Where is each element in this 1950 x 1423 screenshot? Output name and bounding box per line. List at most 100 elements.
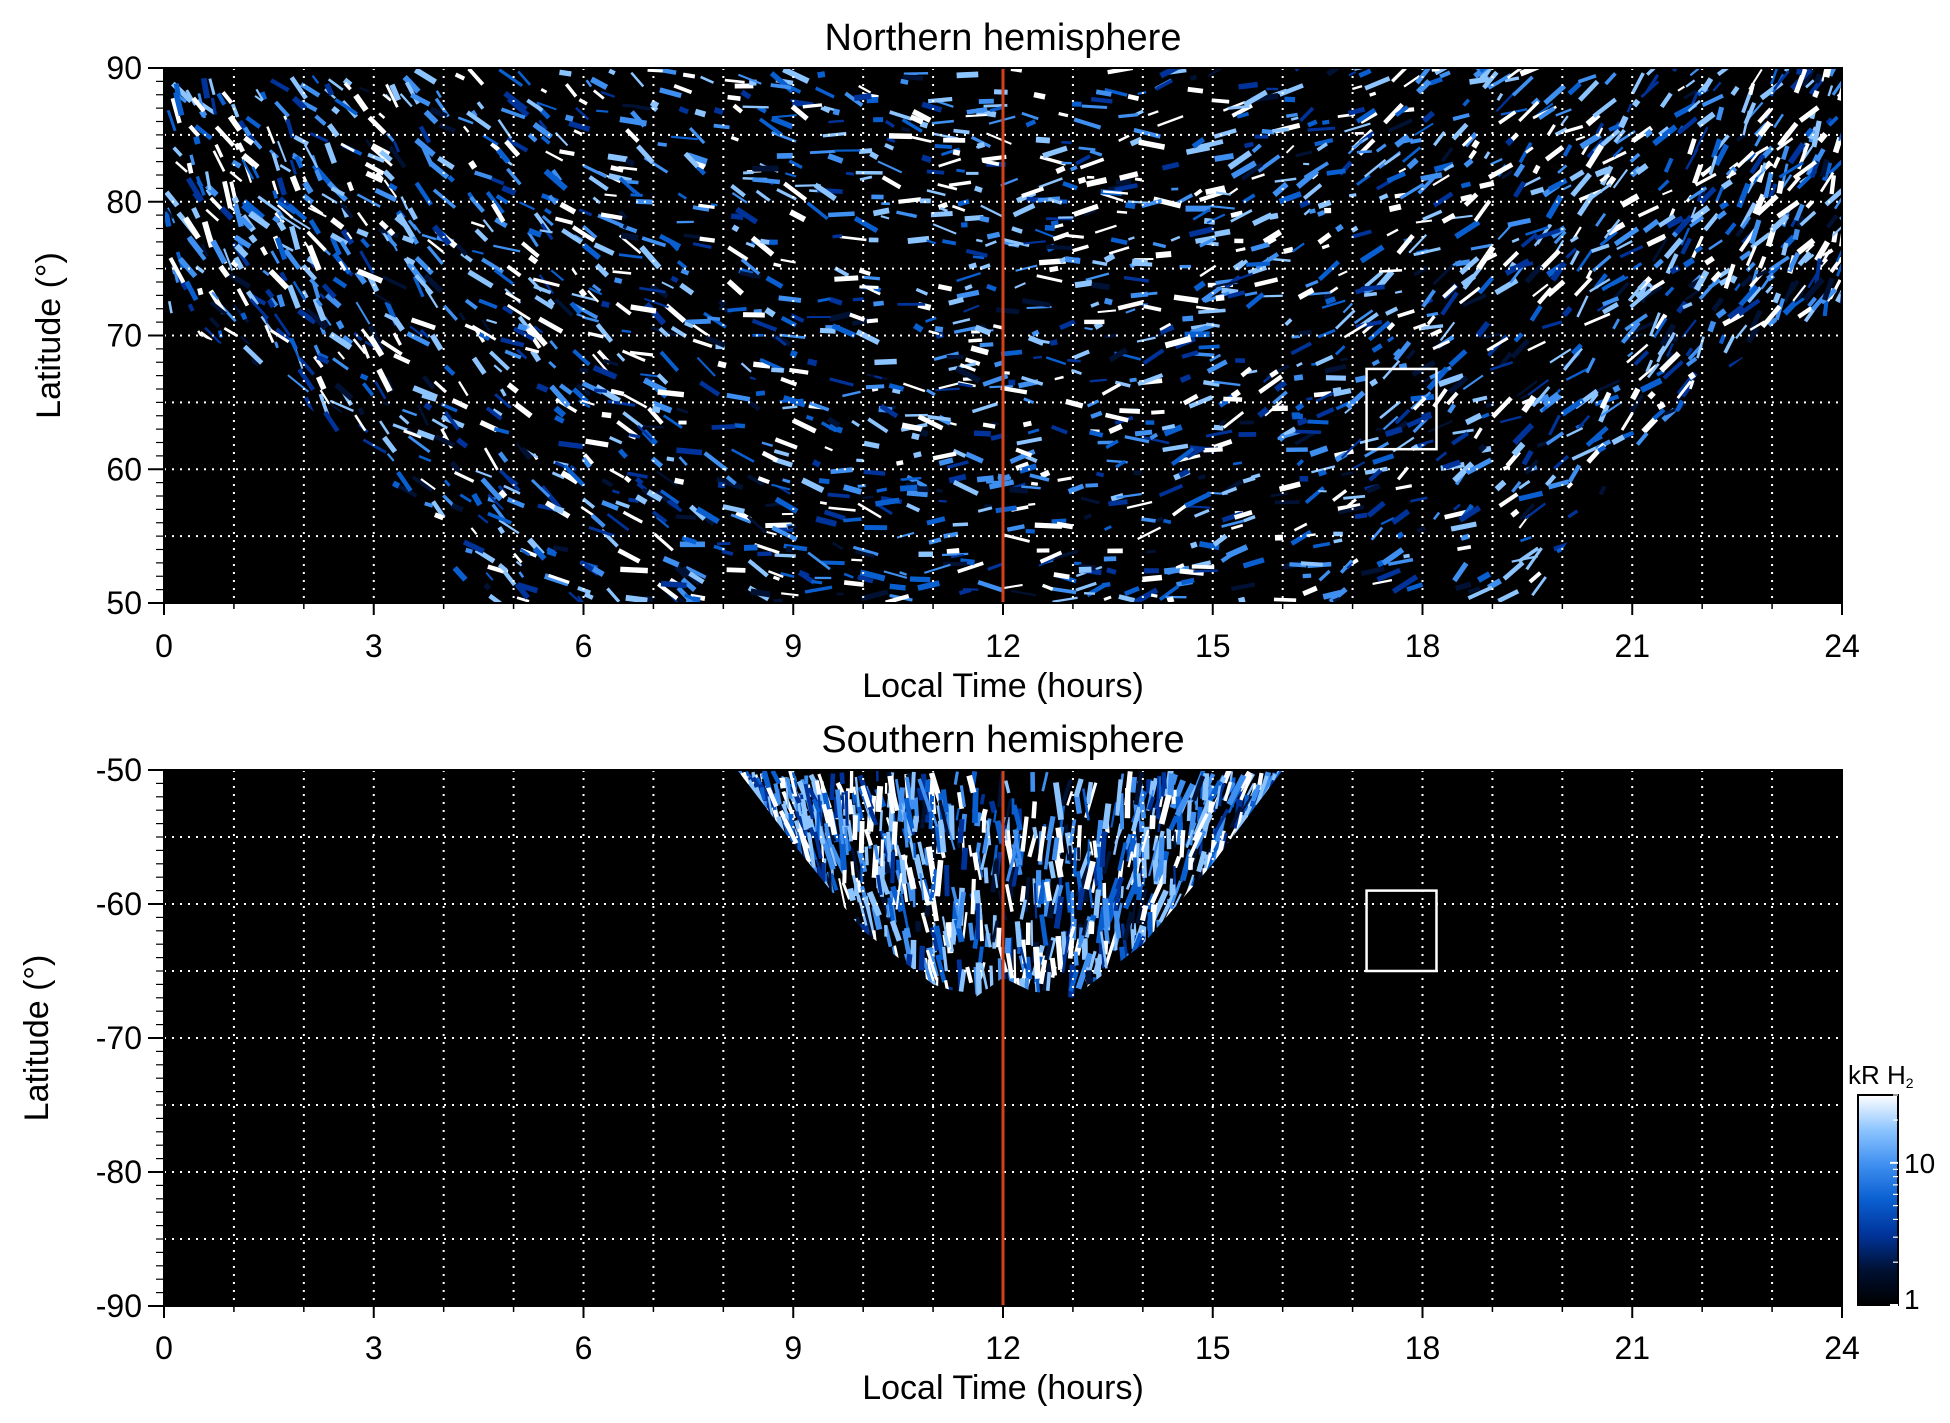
emission-streak bbox=[301, 264, 318, 282]
emission-streak bbox=[901, 118, 923, 133]
emission-streak bbox=[1693, 269, 1710, 292]
emission-streak bbox=[806, 201, 829, 221]
emission-streak bbox=[821, 560, 845, 566]
emission-streak bbox=[392, 332, 402, 346]
emission-streak bbox=[311, 163, 334, 188]
emission-streak bbox=[900, 476, 922, 481]
emission-streak bbox=[1139, 904, 1149, 922]
emission-streak bbox=[1027, 335, 1045, 346]
emission-streak bbox=[1382, 415, 1399, 431]
colorbar-tick-label: 10 bbox=[1904, 1148, 1935, 1179]
emission-streak bbox=[1272, 127, 1290, 133]
emission-streak bbox=[884, 119, 895, 128]
emission-streak bbox=[1131, 258, 1148, 266]
emission-streak bbox=[630, 71, 645, 88]
emission-streak bbox=[1608, 123, 1621, 132]
emission-streak bbox=[467, 269, 494, 289]
emission-streak bbox=[607, 153, 628, 163]
emission-streak bbox=[1376, 567, 1401, 582]
emission-streak bbox=[1016, 436, 1043, 446]
emission-streak bbox=[1242, 557, 1265, 569]
emission-streak bbox=[1819, 171, 1835, 193]
emission-streak bbox=[1235, 259, 1249, 271]
emission-streak bbox=[839, 235, 867, 242]
emission-streak bbox=[572, 348, 591, 367]
emission-streak bbox=[189, 154, 196, 166]
emission-streak bbox=[1730, 85, 1740, 96]
emission-streak bbox=[1479, 180, 1495, 190]
emission-streak bbox=[513, 402, 533, 419]
emission-streak bbox=[1294, 430, 1316, 446]
emission-streak bbox=[1714, 143, 1729, 167]
emission-streak bbox=[1792, 228, 1800, 241]
emission-streak bbox=[1498, 492, 1519, 508]
emission-streak bbox=[1639, 377, 1663, 393]
emission-streak bbox=[222, 180, 233, 209]
emission-streak bbox=[1403, 553, 1410, 559]
emission-streak bbox=[1601, 296, 1620, 307]
emission-streak bbox=[987, 562, 1004, 571]
emission-streak bbox=[1116, 210, 1128, 214]
emission-streak bbox=[1102, 803, 1112, 830]
emission-streak bbox=[1118, 112, 1139, 119]
emission-streak bbox=[917, 778, 933, 813]
emission-streak bbox=[1612, 168, 1629, 189]
emission-streak bbox=[813, 831, 823, 860]
emission-streak bbox=[1379, 400, 1402, 420]
emission-streak bbox=[1530, 186, 1545, 196]
emission-streak bbox=[579, 367, 589, 374]
emission-streak bbox=[874, 375, 883, 380]
emission-streak bbox=[771, 483, 791, 491]
emission-streak bbox=[684, 321, 694, 329]
emission-streak bbox=[201, 221, 215, 248]
emission-streak bbox=[1067, 483, 1085, 495]
emission-streak bbox=[1084, 326, 1093, 331]
emission-streak bbox=[1363, 158, 1387, 178]
emission-streak bbox=[1104, 333, 1119, 339]
emission-streak bbox=[1296, 361, 1303, 368]
emission-streak bbox=[1077, 176, 1087, 185]
emission-streak bbox=[1214, 228, 1231, 238]
emission-streak bbox=[1477, 443, 1487, 453]
emission-streak bbox=[1236, 111, 1250, 119]
emission-streak bbox=[1125, 308, 1136, 314]
emission-streak bbox=[1191, 564, 1215, 570]
emission-streak bbox=[938, 457, 954, 466]
emission-streak bbox=[1295, 150, 1313, 158]
emission-streak bbox=[1298, 329, 1313, 337]
emission-streak bbox=[573, 129, 583, 136]
emission-streak bbox=[680, 577, 697, 593]
emission-streak bbox=[1342, 302, 1354, 314]
emission-streak bbox=[561, 228, 583, 245]
emission-streak bbox=[618, 448, 628, 459]
emission-streak bbox=[374, 187, 397, 203]
emission-streak bbox=[1033, 355, 1042, 360]
emission-streak bbox=[1285, 144, 1295, 154]
emission-streak bbox=[1452, 428, 1474, 435]
emission-streak bbox=[255, 88, 264, 101]
emission-streak bbox=[1332, 489, 1348, 502]
south-axes: 0 3 6 9 12 15 18 21 24-50-60-70-80-90 bbox=[96, 752, 1860, 1366]
emission-streak bbox=[1524, 458, 1539, 475]
emission-streak bbox=[1127, 851, 1134, 868]
emission-streak bbox=[268, 268, 290, 291]
emission-streak bbox=[611, 489, 620, 495]
emission-streak bbox=[356, 228, 369, 238]
emission-streak bbox=[1453, 503, 1461, 511]
emission-streak bbox=[779, 777, 787, 789]
emission-streak bbox=[1372, 579, 1393, 586]
emission-streak bbox=[519, 446, 533, 460]
emission-streak bbox=[1314, 138, 1334, 147]
emission-streak bbox=[805, 414, 814, 421]
emission-streak bbox=[491, 503, 506, 521]
emission-streak bbox=[1271, 390, 1288, 405]
emission-streak bbox=[606, 512, 630, 532]
emission-streak bbox=[592, 364, 618, 380]
emission-streak bbox=[1214, 153, 1234, 162]
emission-streak bbox=[233, 256, 245, 271]
emission-streak bbox=[1651, 237, 1668, 263]
emission-streak bbox=[982, 159, 1000, 167]
emission-streak bbox=[353, 93, 369, 112]
emission-streak bbox=[1468, 149, 1477, 160]
emission-streak bbox=[1369, 378, 1379, 387]
